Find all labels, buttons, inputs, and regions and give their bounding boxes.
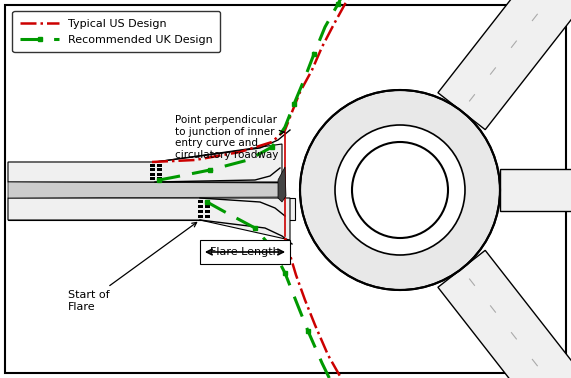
Legend: Typical US Design, Recommended UK Design: Typical US Design, Recommended UK Design [13,11,220,52]
Polygon shape [8,144,282,182]
Bar [150,164,155,167]
Bar [156,168,162,171]
Polygon shape [278,167,286,202]
Bar [200,240,290,264]
Bar [198,210,203,213]
Bar [150,168,155,171]
Bar [204,200,210,203]
Polygon shape [500,169,571,211]
Bar [198,200,203,203]
Polygon shape [8,182,280,198]
Polygon shape [8,198,295,220]
Circle shape [300,90,500,290]
Bar [156,173,162,176]
Bar [204,210,210,213]
Text: Start of
Flare: Start of Flare [68,222,196,311]
Polygon shape [8,198,290,240]
Circle shape [352,142,448,238]
Bar [204,215,210,218]
Bar [204,205,210,208]
Text: Flare Length: Flare Length [210,247,280,257]
Circle shape [335,125,465,255]
Circle shape [300,90,500,290]
Bar [198,205,203,208]
Bar [150,177,155,180]
Polygon shape [438,0,571,130]
Bar [156,177,162,180]
Text: Point perpendicular
to junction of inner
entry curve and
circulatory roadway: Point perpendicular to junction of inner… [175,115,284,160]
Bar [150,173,155,176]
Polygon shape [8,162,280,182]
Bar [198,215,203,218]
Bar [156,164,162,167]
Polygon shape [438,250,571,378]
